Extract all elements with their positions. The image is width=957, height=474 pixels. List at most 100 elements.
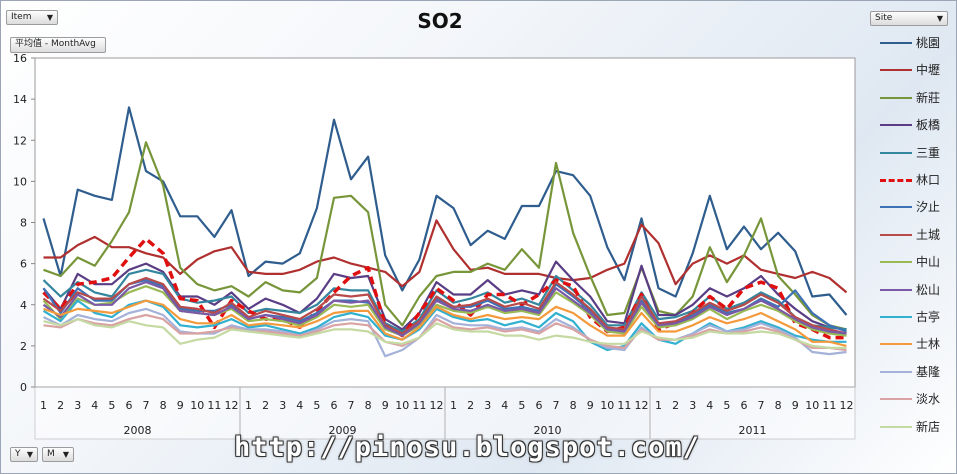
legend-label: 三重 (916, 145, 941, 160)
x-tick-label: 1 (450, 399, 457, 412)
legend-label: 桃園 (916, 36, 941, 50)
legend-item: 士林 (874, 335, 954, 353)
legend-swatch (880, 69, 912, 72)
legend-swatch (880, 179, 912, 182)
x-tick-label: 8 (365, 399, 372, 412)
y-tick-label: 16 (13, 52, 27, 65)
legend-item: 中山 (874, 253, 954, 271)
x-tick-label: 2 (57, 399, 64, 412)
site-filter-label: Site (875, 13, 893, 23)
legend-item: 松山 (874, 281, 954, 299)
item-filter-button[interactable]: Item ▼ (6, 10, 58, 25)
legend-item: 土城 (874, 226, 954, 244)
legend-label: 板橋 (916, 118, 941, 133)
month-field-button[interactable]: M ▼ (42, 447, 74, 462)
legend-label: 新莊 (916, 90, 941, 105)
legend-swatch (880, 398, 912, 401)
watermark-text: http://pinosu.blogspot.com/ (234, 432, 700, 463)
y-tick-label: 2 (20, 340, 27, 353)
x-tick-label: 6 (740, 399, 747, 412)
x-tick-label: 1 (655, 399, 662, 412)
legend-label: 基隆 (916, 364, 941, 379)
legend-swatch (880, 343, 912, 346)
plot-area (34, 57, 856, 388)
x-tick-label: 9 (792, 399, 799, 412)
series-line (43, 219, 848, 294)
x-tick-label: 6 (330, 399, 337, 412)
year-label: 2008 (124, 424, 152, 437)
x-tick-label: 7 (553, 399, 560, 412)
legend-swatch (880, 233, 912, 236)
x-tick-label: 4 (501, 399, 508, 412)
x-tick-label: 10 (805, 399, 819, 412)
x-tick-label: 1 (245, 399, 252, 412)
filter-dropdown-icon: ▼ (46, 13, 53, 22)
x-tick-label: 10 (395, 399, 409, 412)
x-tick-label: 11 (207, 399, 221, 412)
x-tick-label: 9 (382, 399, 389, 412)
x-tick-label: 10 (190, 399, 204, 412)
value-field-button[interactable]: 平均值 - MonthAvg (10, 37, 106, 53)
x-tick-label: 5 (108, 399, 115, 412)
value-field-label: 平均值 - MonthAvg (15, 39, 96, 49)
x-tick-label: 2 (672, 399, 679, 412)
legend-swatch (880, 425, 912, 428)
legend-label: 土城 (916, 227, 941, 242)
series-line (43, 313, 847, 352)
x-tick-label: 11 (822, 399, 836, 412)
legend-item: 中壢 (874, 61, 954, 79)
x-tick-label: 11 (412, 399, 426, 412)
y-tick-label: 0 (20, 381, 27, 394)
x-tick-label: 8 (160, 399, 167, 412)
x-tick-label: 1 (40, 399, 47, 412)
series-line (42, 106, 848, 316)
x-tick-label: 11 (617, 399, 631, 412)
series-line (43, 307, 847, 358)
x-tick-label: 4 (706, 399, 713, 412)
legend-swatch (880, 206, 912, 209)
site-filter-button[interactable]: Site ▼ (870, 11, 948, 26)
chevron-down-icon: ▼ (26, 450, 33, 459)
x-tick-label: 12 (224, 399, 238, 412)
y-tick-label: 12 (13, 134, 27, 147)
legend-item: 新店 (874, 418, 954, 436)
legend-item: 桃園 (874, 34, 954, 52)
x-tick-label: 12 (839, 399, 853, 412)
series-line (42, 237, 847, 340)
x-tick-label: 7 (758, 399, 765, 412)
year-field-button[interactable]: Y ▼ (10, 447, 38, 462)
x-tick-label: 7 (348, 399, 355, 412)
legend-item: 淡水 (874, 390, 954, 408)
x-tick-label: 5 (518, 399, 525, 412)
x-tick-label: 3 (279, 399, 286, 412)
legend-swatch (880, 151, 912, 154)
series-line (42, 281, 847, 337)
series-line (43, 141, 847, 331)
x-tick-label: 5 (723, 399, 730, 412)
y-tick-label: 6 (20, 258, 27, 271)
legend-item: 古亭 (874, 308, 954, 326)
y-tick-label: 10 (13, 175, 27, 188)
x-tick-label: 4 (91, 399, 98, 412)
legend-label: 新店 (916, 419, 941, 434)
x-tick-label: 8 (775, 399, 782, 412)
year-field-label: Y (15, 449, 21, 459)
x-tick-label: 2 (262, 399, 269, 412)
item-filter-label: Item (11, 12, 32, 22)
x-tick-label: 5 (313, 399, 320, 412)
x-tick-label: 10 (600, 399, 614, 412)
chart-title: SO2 (417, 9, 463, 33)
y-tick-label: 14 (13, 93, 27, 106)
legend-label: 中山 (916, 255, 941, 270)
legend-label: 松山 (916, 282, 941, 297)
legend-label: 汐止 (916, 200, 941, 215)
legend-label: 中壢 (916, 63, 941, 78)
chevron-down-icon: ▼ (62, 450, 69, 459)
y-tick-label: 8 (20, 217, 27, 230)
legend-item: 三重 (874, 144, 954, 162)
x-tick-label: 12 (429, 399, 443, 412)
x-tick-label: 7 (143, 399, 150, 412)
legend-label: 林口 (916, 173, 941, 187)
legend-swatch (880, 124, 912, 127)
